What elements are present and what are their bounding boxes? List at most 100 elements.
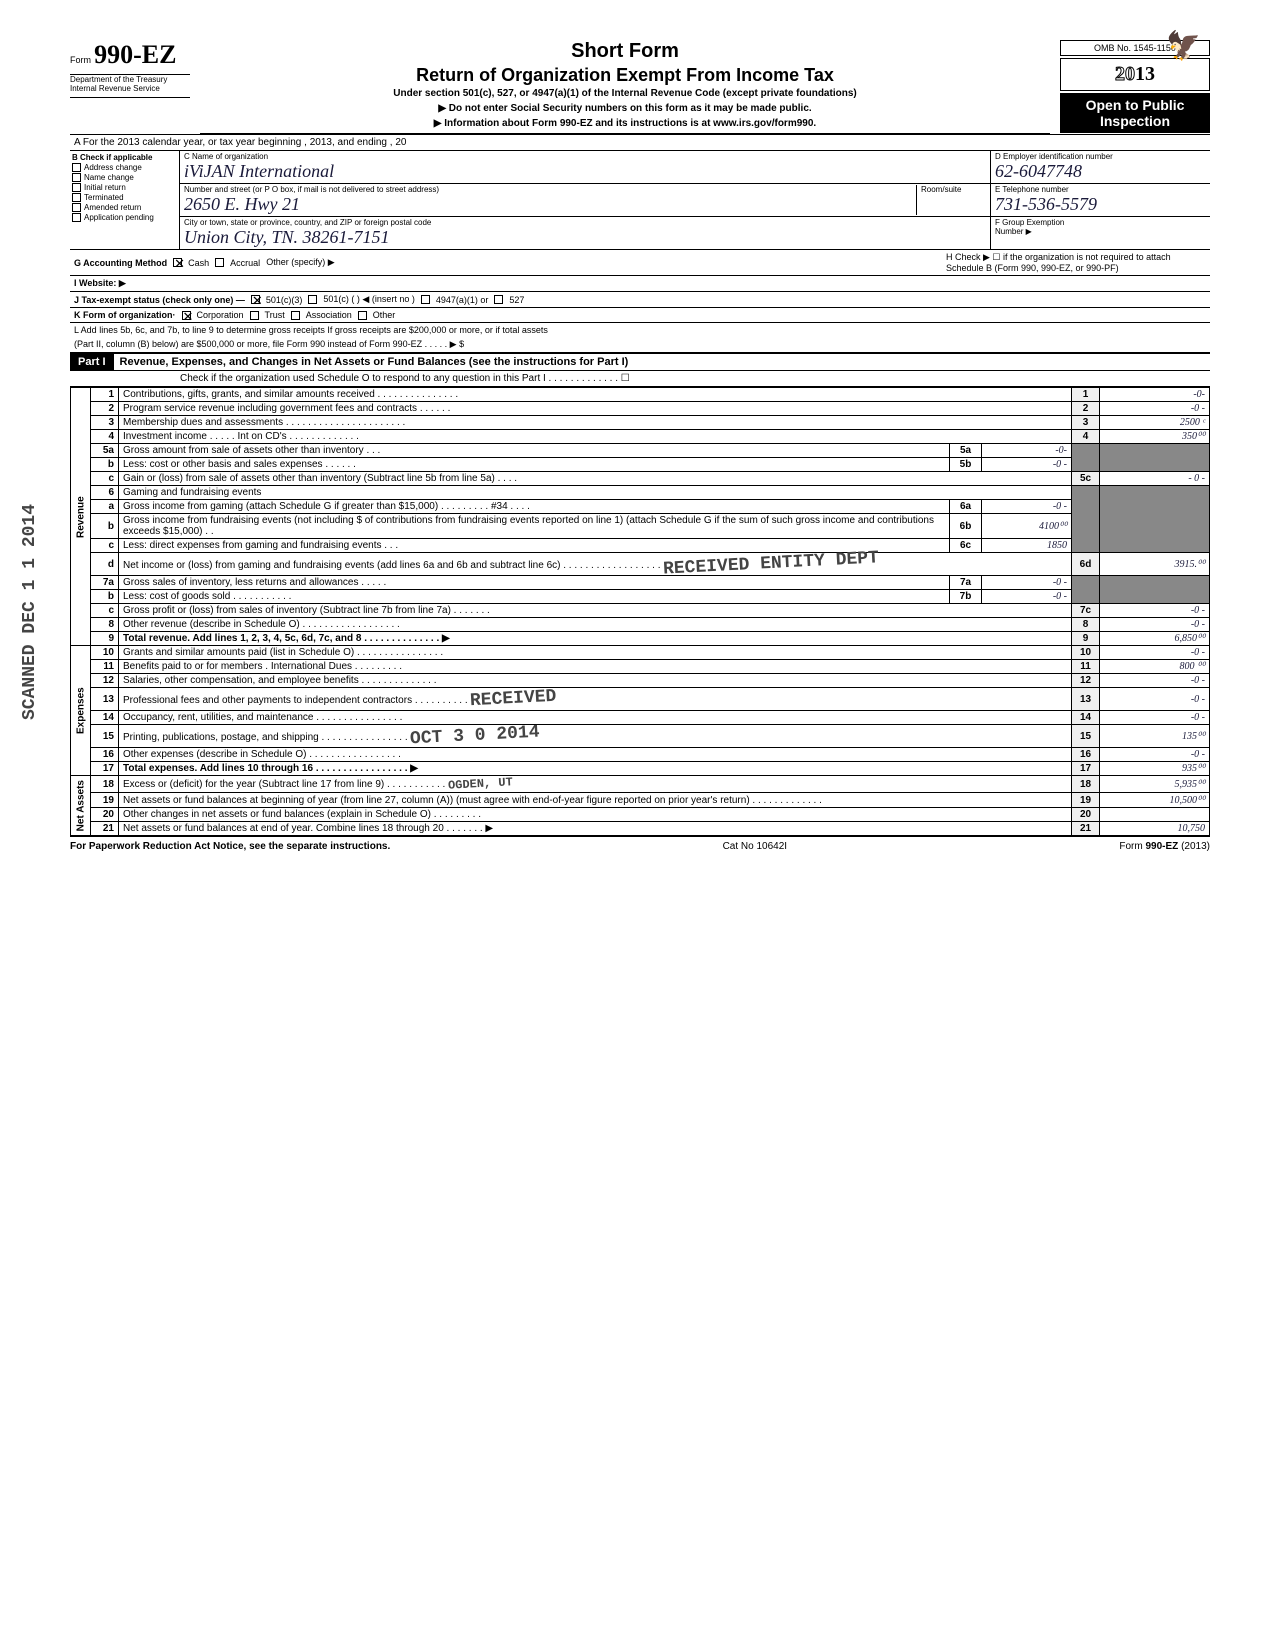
col-val[interactable]: -0 - (1100, 748, 1210, 762)
title-box: Short Form Return of Organization Exempt… (200, 40, 1050, 134)
line-num: 14 (91, 711, 119, 725)
col-val[interactable] (1100, 807, 1210, 821)
tel-row: E Telephone number 731-536-5579 (991, 184, 1210, 217)
col-val[interactable]: -0 - (1100, 604, 1210, 618)
section-b-label: B Check if applicable (72, 153, 152, 162)
line-desc: Benefits paid to or for members . Intern… (119, 660, 1072, 674)
sub-val[interactable]: 1850 (982, 539, 1072, 553)
year-bold: 13 (1135, 63, 1155, 85)
checkbox-assoc[interactable] (291, 311, 300, 320)
check-amended[interactable]: Amended return (72, 203, 177, 212)
col-num: 8 (1072, 618, 1100, 632)
col-val[interactable]: 10,500⁰⁰ (1100, 793, 1210, 807)
checkbox-501c[interactable] (308, 295, 317, 304)
line-num: 13 (91, 688, 119, 711)
shaded-cell (1100, 576, 1210, 604)
table-row: 15Printing, publications, postage, and s… (71, 725, 1210, 748)
line-num: 5a (91, 444, 119, 458)
sub-val[interactable]: -0 - (982, 590, 1072, 604)
checkbox-cash[interactable] (173, 258, 182, 267)
line-num: 11 (91, 660, 119, 674)
check-address[interactable]: Address change (72, 163, 177, 172)
col-val[interactable]: 6,850⁰⁰ (1100, 632, 1210, 646)
line-num: 1 (91, 388, 119, 402)
sub-num: 7a (950, 576, 982, 590)
col-val[interactable]: 2500 ᶜ (1100, 416, 1210, 430)
sub-val[interactable]: -0- (982, 444, 1072, 458)
col-val[interactable]: 10,750 (1100, 822, 1210, 836)
city-value[interactable]: Union City, TN. 38261-7151 (184, 227, 390, 247)
col-val[interactable]: -0 - (1100, 711, 1210, 725)
table-row: bLess: cost of goods sold . . . . . . . … (71, 590, 1210, 604)
col-val[interactable]: -0 - (1100, 674, 1210, 688)
check-name[interactable]: Name change (72, 173, 177, 182)
col-val[interactable]: -0 - (1100, 402, 1210, 416)
col-num: 14 (1072, 711, 1100, 725)
line-num: a (91, 500, 119, 514)
checkbox-icon[interactable] (72, 213, 81, 222)
checkbox-icon[interactable] (72, 193, 81, 202)
col-val[interactable]: 350⁰⁰ (1100, 430, 1210, 444)
org-name-value[interactable]: iViJAN International (184, 161, 334, 181)
shaded-cell (1072, 486, 1100, 553)
check-label: Name change (84, 173, 134, 182)
addr-value[interactable]: 2650 E. Hwy 21 (184, 194, 300, 214)
shaded-cell (1072, 444, 1100, 472)
vert-expenses: Expenses (71, 646, 91, 776)
col-num: 2 (1072, 402, 1100, 416)
sub-val[interactable]: -0 - (982, 500, 1072, 514)
line-15-text: Printing, publications, postage, and shi… (123, 732, 408, 743)
line-num: 19 (91, 793, 119, 807)
col-val[interactable]: -0 - (1100, 688, 1210, 711)
sub-val[interactable]: -0 - (982, 458, 1072, 472)
sub-val[interactable]: 4100⁰⁰ (982, 514, 1072, 539)
check-initial[interactable]: Initial return (72, 183, 177, 192)
checkbox-527[interactable] (494, 295, 503, 304)
checkbox-corp[interactable] (182, 311, 191, 320)
city-label: City or town, state or province, country… (184, 218, 986, 227)
checkbox-other[interactable] (358, 311, 367, 320)
col-val[interactable]: 3915.⁰⁰ (1100, 553, 1210, 576)
other-label: Other (373, 310, 396, 320)
line-desc: Other changes in net assets or fund bala… (119, 807, 1072, 821)
col-val[interactable]: 5,935⁰⁰ (1100, 776, 1210, 793)
footer-mid: Cat No 10642I (723, 841, 788, 852)
checkbox-icon[interactable] (72, 203, 81, 212)
col-val[interactable]: - 0 - (1100, 472, 1210, 486)
shaded-cell (1072, 576, 1100, 604)
table-row: cGain or (loss) from sale of assets othe… (71, 472, 1210, 486)
ein-value[interactable]: 62-6047748 (995, 161, 1082, 181)
col-val[interactable]: 800 ⁰⁰ (1100, 660, 1210, 674)
col-val[interactable]: 135⁰⁰ (1100, 725, 1210, 748)
instr-info: ▶ Information about Form 990-EZ and its … (200, 118, 1050, 129)
checkbox-4947[interactable] (421, 295, 430, 304)
line-num: 9 (91, 632, 119, 646)
check-terminated[interactable]: Terminated (72, 193, 177, 202)
col-num: 1 (1072, 388, 1100, 402)
checkbox-501c3[interactable] (251, 295, 260, 304)
instr-ssn: ▶ Do not enter Social Security numbers o… (200, 103, 1050, 114)
col-val[interactable]: -0 - (1100, 618, 1210, 632)
checkbox-trust[interactable] (250, 311, 259, 320)
assoc-label: Association (306, 310, 352, 320)
col-val[interactable]: 935⁰⁰ (1100, 762, 1210, 776)
group-row: F Group Exemption Number ▶ (991, 217, 1210, 241)
checkbox-icon[interactable] (72, 183, 81, 192)
table-row: 21Net assets or fund balances at end of … (71, 822, 1210, 836)
col-val[interactable]: -0- (1100, 388, 1210, 402)
line-desc: Gross amount from sale of assets other t… (119, 444, 950, 458)
checkbox-icon[interactable] (72, 173, 81, 182)
dept-irs: Internal Revenue Service (70, 84, 190, 93)
checkbox-icon[interactable] (72, 163, 81, 172)
sub-val[interactable]: -0 - (982, 576, 1072, 590)
table-row: cLess: direct expenses from gaming and f… (71, 539, 1210, 553)
tel-value[interactable]: 731-536-5579 (995, 194, 1097, 214)
checkbox-accrual[interactable] (215, 258, 224, 267)
line-desc: Printing, publications, postage, and shi… (119, 725, 1072, 748)
line-a: A For the 2013 calendar year, or tax yea… (70, 134, 1210, 151)
line-18-text: Excess or (deficit) for the year (Subtra… (123, 779, 445, 790)
table-row: Net Assets 18Excess or (deficit) for the… (71, 776, 1210, 793)
col-val[interactable]: -0 - (1100, 646, 1210, 660)
check-pending[interactable]: Application pending (72, 213, 177, 222)
line-num: 2 (91, 402, 119, 416)
